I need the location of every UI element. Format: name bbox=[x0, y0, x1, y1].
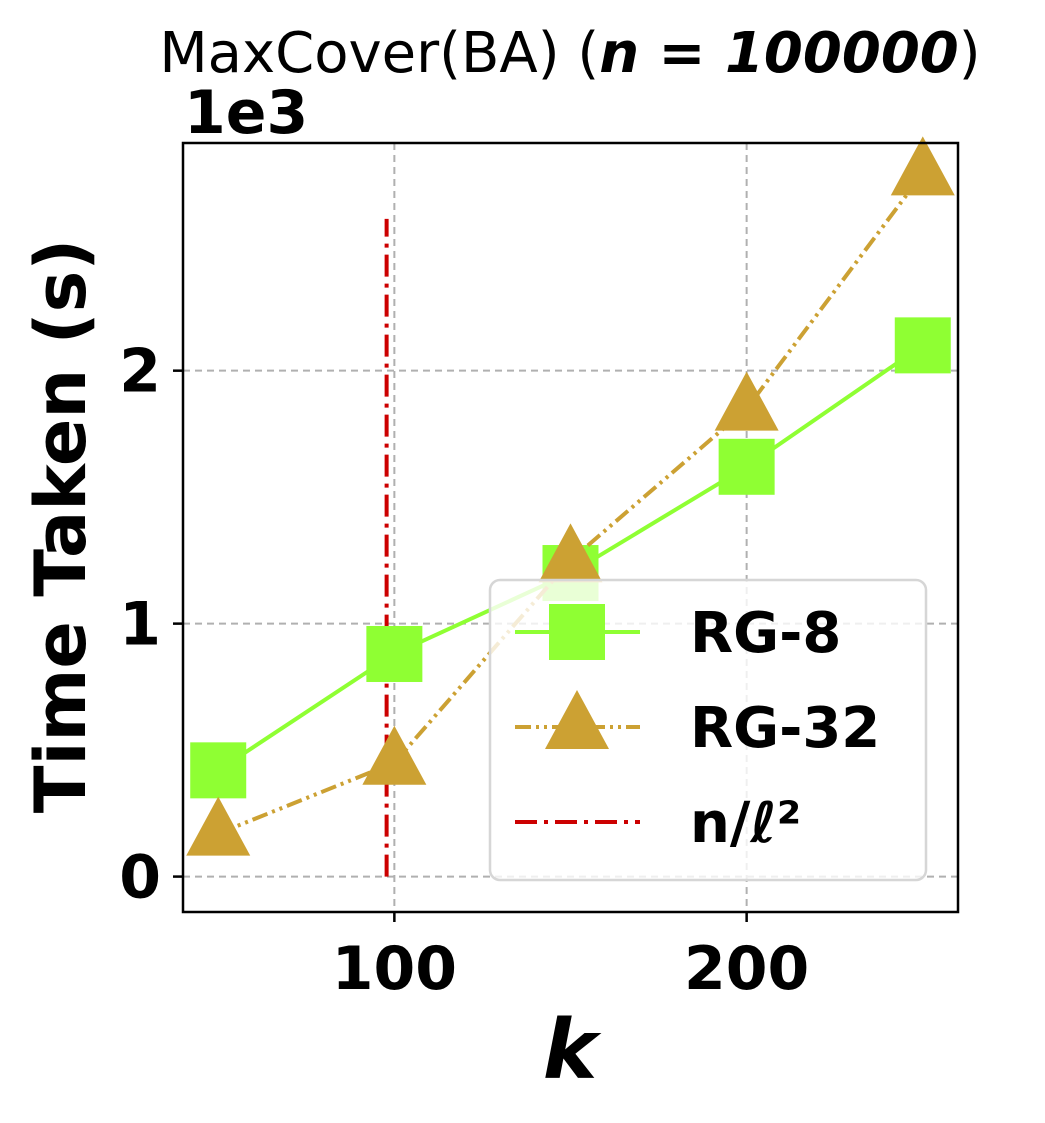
data-point-RG-32-150 bbox=[538, 523, 603, 583]
data-point-RG-8-100 bbox=[366, 625, 423, 682]
chart-title: MaxCover(BA) (n = 100000) bbox=[159, 21, 980, 86]
x-tick-label-100: 100 bbox=[332, 934, 457, 1004]
data-point-RG-8-200 bbox=[718, 438, 775, 495]
x-axis-label: k bbox=[543, 1003, 602, 1098]
plot-frame bbox=[181, 141, 960, 914]
y-tick-label-0: 0 bbox=[119, 843, 161, 913]
x-tick-label-200: 200 bbox=[684, 934, 809, 1004]
legend-marker-RG-32 bbox=[545, 690, 609, 749]
legend-label-RG-8: RG-8 bbox=[690, 601, 841, 666]
data-point-RG-32-100 bbox=[362, 725, 427, 785]
data-point-RG-32-50 bbox=[186, 796, 251, 856]
ticks: 100 200 0 1 2 bbox=[119, 337, 809, 1004]
y-tick-label-1: 1 bbox=[119, 590, 161, 660]
title-suffix: ) bbox=[959, 21, 981, 86]
data-point-RG-32-250 bbox=[890, 136, 955, 196]
y-scale-label: 1e3 bbox=[184, 78, 308, 148]
data-point-RG-8-50 bbox=[190, 742, 247, 799]
title-math: n = 100000 bbox=[599, 21, 959, 86]
y-tick-label-2: 2 bbox=[119, 337, 161, 407]
series-layer bbox=[186, 136, 955, 856]
data-point-RG-8-250 bbox=[894, 317, 951, 374]
legend-label-RG-32: RG-32 bbox=[690, 696, 880, 761]
legend: RG-8 RG-32 n/ℓ² bbox=[488, 578, 928, 882]
legend-marker-RG-8 bbox=[549, 604, 605, 660]
title-prefix: MaxCover(BA) ( bbox=[159, 21, 599, 86]
y-axis-label: Time Taken (s) bbox=[20, 239, 102, 814]
legend-label-n/ℓ²: n/ℓ² bbox=[690, 791, 801, 856]
legend-items: RG-8 RG-32 n/ℓ² bbox=[515, 601, 880, 856]
data-point-RG-32-200 bbox=[714, 371, 779, 431]
